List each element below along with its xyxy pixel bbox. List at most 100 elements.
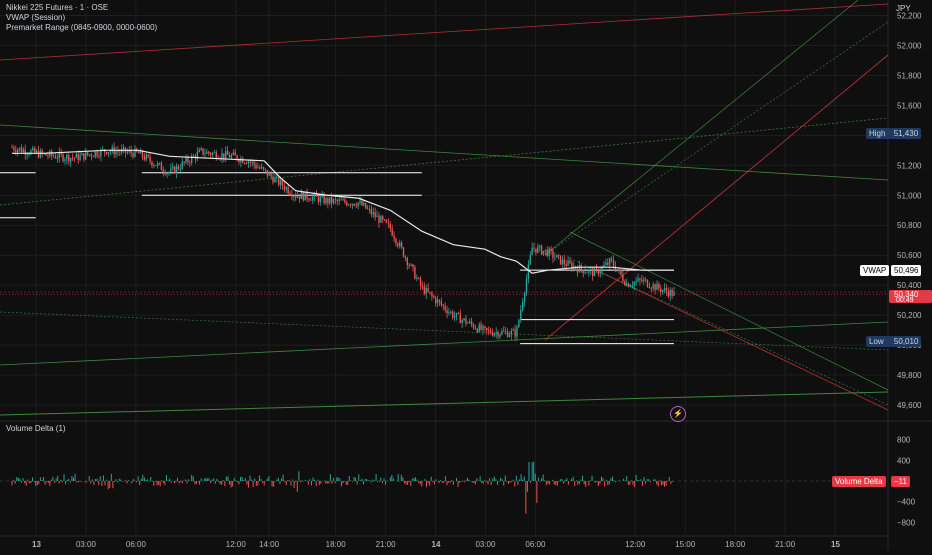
candle-body: [236, 155, 238, 160]
vwap-line: [12, 149, 674, 274]
candle-body: [610, 258, 613, 260]
symbol-title[interactable]: Nikkei 225 Futures · 1 · OSE: [6, 3, 109, 12]
candle-body: [255, 164, 257, 169]
candle-body: [571, 262, 573, 269]
candle-body: [520, 309, 522, 320]
candle-body: [535, 248, 537, 253]
candle-body: [368, 208, 371, 210]
candle-body: [147, 154, 149, 157]
candle-body: [312, 196, 314, 201]
candle-body: [11, 147, 13, 149]
candle-body: [599, 271, 601, 274]
candle-body: [495, 332, 497, 334]
candle-body: [539, 245, 541, 247]
candle-body: [380, 216, 382, 223]
candle-body: [557, 254, 560, 256]
candle-body: [155, 165, 157, 167]
candle-body: [162, 170, 165, 173]
candle-body: [361, 200, 363, 206]
y-tick-label: 51,800: [897, 71, 922, 80]
y-tick-label: 50,400: [897, 281, 922, 290]
candle-body: [296, 196, 299, 198]
candle-body: [506, 331, 509, 337]
x-tick-label: 12:00: [625, 540, 646, 549]
candle-body: [436, 299, 439, 304]
candle-body: [60, 152, 62, 155]
candle-body: [206, 151, 208, 154]
candle-body: [139, 150, 142, 154]
candle-body: [578, 265, 581, 273]
candle-body: [400, 242, 403, 248]
candle-body: [503, 331, 505, 332]
trend-line: [0, 311, 889, 351]
candle-body: [643, 279, 645, 282]
y-tick-label: 51,200: [897, 161, 922, 170]
candle-body: [270, 173, 272, 177]
candle-body: [514, 329, 516, 337]
candle-body: [487, 330, 490, 331]
premarket-legend-item[interactable]: Premarket Range (0845-0900, 0000-0600): [6, 23, 158, 32]
candle-body: [673, 291, 675, 296]
candle-body: [614, 265, 617, 271]
candle-body: [357, 202, 359, 207]
candle-body: [389, 223, 391, 229]
trend-line: [0, 124, 889, 181]
candle-body: [173, 166, 176, 174]
candle-body: [582, 269, 584, 274]
candle-body: [94, 151, 96, 157]
candle-body: [321, 195, 323, 197]
candle-body: [287, 187, 289, 194]
candle-body: [98, 156, 100, 157]
candle-body: [612, 259, 615, 266]
candle-body: [319, 196, 322, 203]
candle-body: [663, 288, 666, 290]
candle-body: [54, 156, 57, 159]
candle-body: [455, 312, 458, 317]
candle-body: [276, 176, 278, 178]
candle-body: [427, 288, 429, 292]
candle-body: [654, 284, 656, 290]
candle-body: [660, 288, 662, 292]
candle-body: [134, 148, 136, 157]
currency-label[interactable]: JPY: [896, 4, 911, 13]
candle-body: [590, 269, 592, 270]
candle-body: [272, 176, 274, 183]
candle-body: [75, 153, 78, 159]
candle-body: [213, 152, 216, 154]
candle-body: [126, 151, 129, 153]
candle-body: [172, 166, 174, 169]
candle-body: [652, 284, 654, 289]
candle-body: [177, 166, 180, 169]
x-tick-label: 21:00: [775, 540, 796, 549]
candle-body: [459, 313, 461, 324]
candle-body: [406, 257, 409, 266]
candle-body: [247, 161, 250, 164]
candle-body: [306, 191, 308, 199]
candle-body: [444, 305, 446, 310]
volume-delta-title[interactable]: Volume Delta (1): [6, 424, 66, 433]
candle-body: [340, 199, 342, 201]
candle-body: [230, 154, 233, 158]
x-tick-label: 15: [831, 540, 840, 549]
candle-body: [138, 151, 140, 154]
lightning-icon[interactable]: ⚡: [670, 406, 686, 422]
candle-body: [192, 155, 195, 157]
candle-body: [508, 334, 511, 337]
candle-body: [556, 254, 558, 258]
trend-line: [599, 271, 889, 411]
x-tick-label: 13: [32, 540, 41, 549]
candle-body: [671, 290, 673, 296]
candle-body: [497, 332, 499, 337]
candle-body: [300, 192, 303, 199]
candle-body: [584, 272, 586, 274]
candle-body: [593, 268, 596, 277]
candle-body: [489, 330, 492, 334]
candle-body: [591, 269, 594, 277]
candle-body: [77, 153, 79, 161]
candle-body: [253, 161, 255, 165]
vwap-legend-item[interactable]: VWAP (Session): [6, 13, 66, 22]
candle-body: [372, 212, 374, 215]
vwap-badge: VWAP: [860, 265, 890, 276]
